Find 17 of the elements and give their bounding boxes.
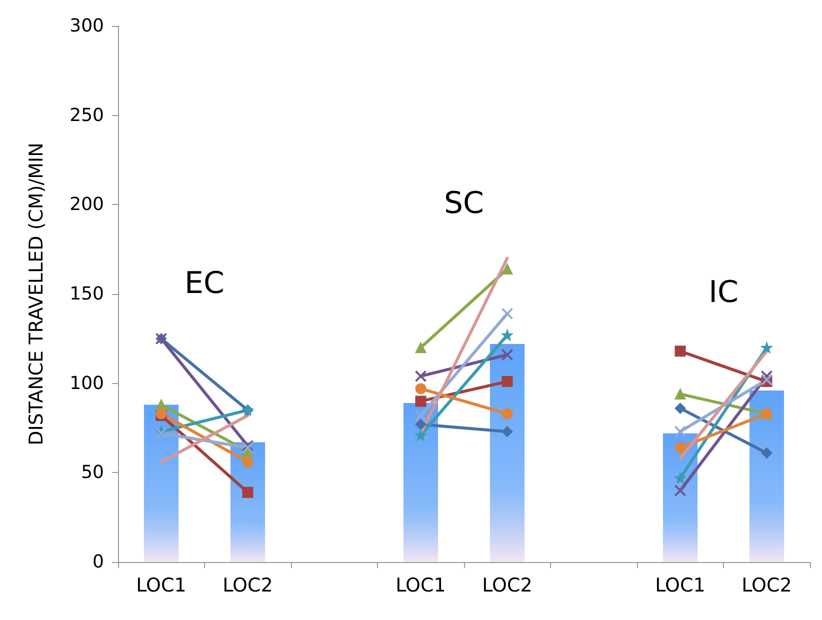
- y-tick-label: 50: [81, 462, 104, 484]
- x-tick-label: LOC2: [742, 574, 792, 596]
- y-tick-label: 200: [70, 194, 104, 216]
- x-tick-label: LOC1: [136, 574, 186, 596]
- x-tick-label: LOC1: [396, 574, 446, 596]
- y-tick-label: 0: [92, 552, 104, 572]
- x-tick-label: LOC1: [655, 574, 706, 596]
- x-tick-label: LOC2: [222, 574, 273, 596]
- annotation: SC: [444, 186, 484, 221]
- y-tick-label: 300: [70, 16, 104, 36]
- y-tick-label: 100: [70, 372, 104, 394]
- annotation: IC: [708, 275, 738, 310]
- y-axis-title: DISTANCE TRAVELLED (CM)/MIN: [26, 142, 48, 446]
- x-tick-label: LOC2: [482, 574, 532, 596]
- y-tick-label: 150: [70, 284, 104, 304]
- annotation: EC: [184, 266, 224, 302]
- y-tick-label: 250: [70, 104, 104, 126]
